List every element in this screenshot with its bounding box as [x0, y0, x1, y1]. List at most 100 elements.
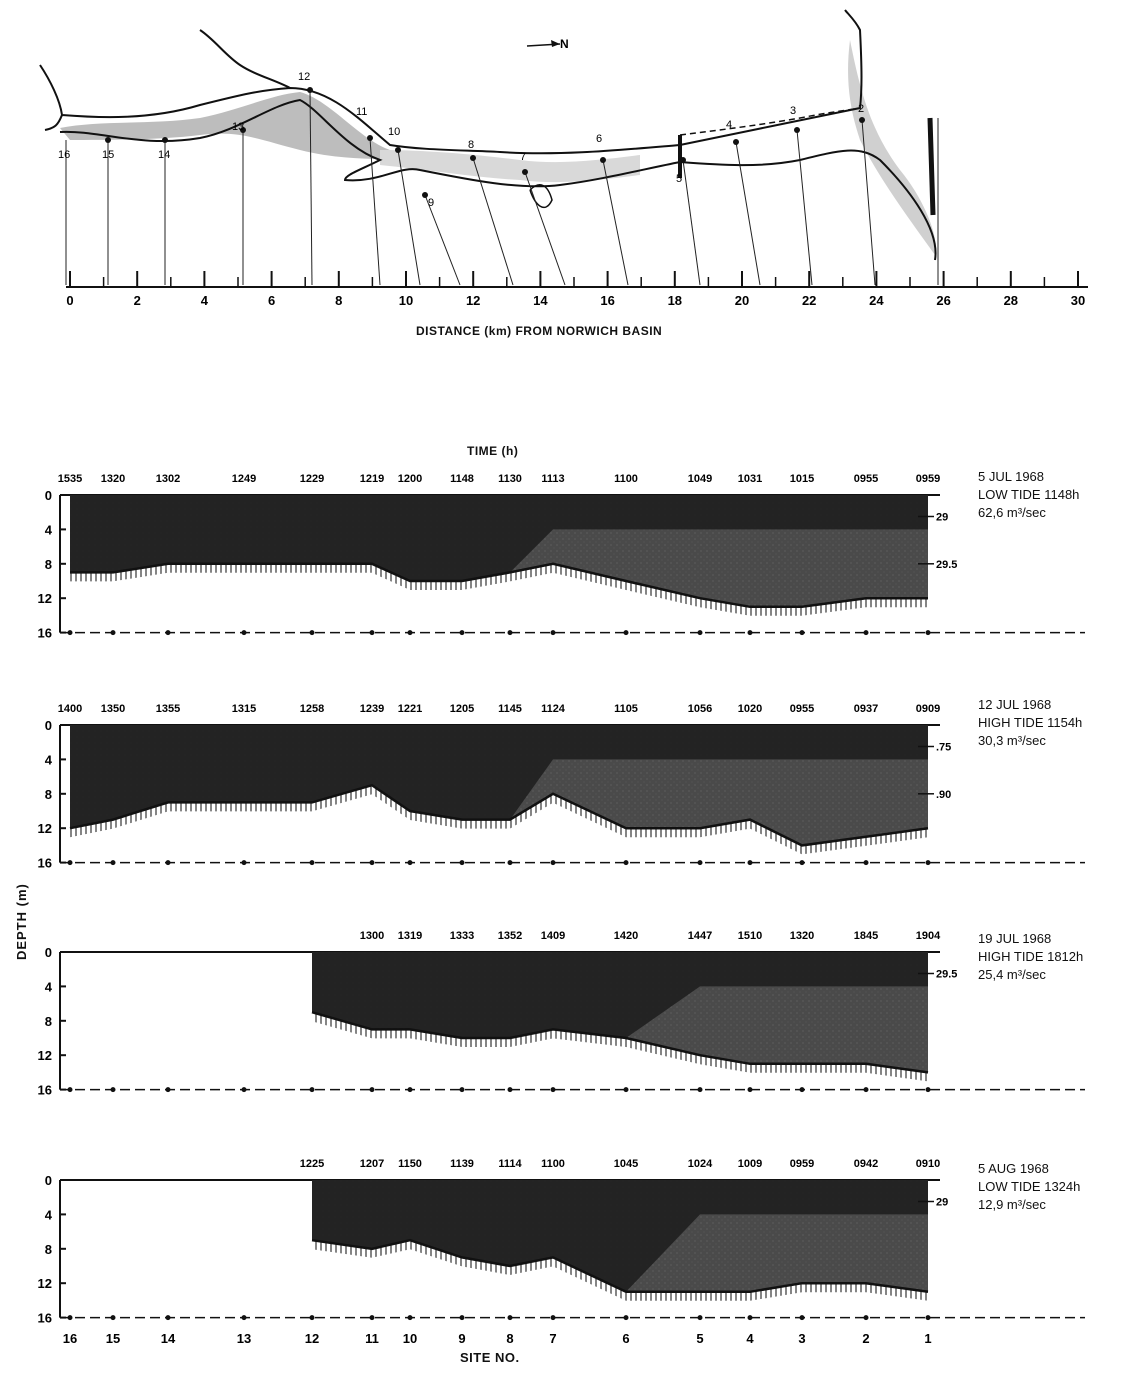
site-station-marker: [165, 630, 171, 636]
panel-2-flow: 30,3 m³/sec: [978, 733, 1046, 748]
station-time-label: 1355: [156, 703, 180, 715]
upper-water-layer: [312, 1180, 928, 1292]
profile-panel-2: 0 4 8 12 16 1400 1350 1355 1315 1258 1239 1221 1205 1…: [38, 703, 1085, 871]
site-station-marker: [799, 1087, 805, 1093]
site-station-marker: [407, 630, 413, 636]
site-number-label: 3: [798, 1331, 805, 1346]
site-station-marker: [165, 1087, 171, 1093]
site-number-label: 1: [924, 1331, 931, 1346]
site-station-marker: [863, 860, 869, 866]
depth-tick-label: 12: [38, 1048, 52, 1063]
distance-tick-label: 20: [735, 293, 749, 308]
station-time-label: 1420: [614, 930, 638, 942]
distance-tick-label: 28: [1004, 293, 1018, 308]
panel-4-info: 5 AUG 1968 LOW TIDE 1324h 12,9 m³/sec: [978, 1160, 1080, 1214]
station-time-label: 0955: [854, 473, 878, 485]
station-time-label: 1015: [790, 473, 814, 485]
site-label: 6: [596, 133, 602, 145]
station-time-label: 1300: [360, 930, 384, 942]
station-time-label: 1225: [300, 1158, 324, 1170]
site-station-marker: [697, 1315, 703, 1321]
site-station-marker: [747, 630, 753, 636]
depth-tick-label: 16: [38, 856, 52, 871]
station-time-label: 1249: [232, 473, 256, 485]
distance-tick-label: 4: [201, 293, 209, 308]
site-number-label: 8: [506, 1331, 513, 1346]
depth-tick-label: 12: [38, 1276, 52, 1291]
depth-tick-label: 4: [45, 1207, 53, 1222]
station-time-label: 1148: [450, 473, 474, 485]
distance-tick-label: 2: [134, 293, 141, 308]
station-time-label: 1113: [541, 473, 564, 485]
profile-panel-3: 0 4 8 12 16 1300 1319 1333 1352 1409 1420 1447 1510 1…: [38, 930, 1085, 1098]
bottom-profile-line: [70, 562, 928, 609]
site-label: 2: [858, 103, 864, 115]
site-station-marker: [697, 1087, 703, 1093]
site-label: 5: [676, 173, 682, 185]
bottom-profile-line: [311, 1238, 929, 1294]
distance-tick-label: 16: [600, 293, 614, 308]
site-station-marker: [309, 630, 315, 636]
site-station-marker: [369, 630, 375, 636]
site-leader-line: [309, 89, 313, 286]
distance-tick-label: 10: [399, 293, 413, 308]
site-station-marker: [110, 860, 116, 866]
station-time-label: 1124: [541, 703, 566, 715]
depth-tick-label: 8: [45, 1242, 52, 1257]
site-number-label: 6: [622, 1331, 629, 1346]
site-labels: 2 3 4 5 6 7 8 9 10 11 12 13 14 15 16: [58, 71, 864, 209]
site-station-marker: [507, 1315, 513, 1321]
site-station-marker: [507, 630, 513, 636]
panel-4-flow: 12,9 m³/sec: [978, 1197, 1046, 1212]
station-time-label: 1100: [614, 473, 638, 485]
station-time-label: 1150: [398, 1158, 422, 1170]
site-station-marker: [925, 1087, 931, 1093]
station-time-label: 1024: [688, 1158, 713, 1170]
site-station-marker: [623, 860, 629, 866]
profile-panel-1: 0 4 8 12 16 1535 1320 1302 1249 1229 1219 1200 1148 1…: [38, 473, 1085, 641]
distance-tick-label: 6: [268, 293, 275, 308]
site-station-marker: [623, 1087, 629, 1093]
station-time-label: 1352: [498, 930, 522, 942]
station-time-label: 1510: [738, 930, 762, 942]
bottom-profile-line: [311, 1010, 929, 1074]
site-leader-line: [861, 119, 876, 286]
station-time-label: 0959: [790, 1158, 814, 1170]
site-station-marker: [747, 1087, 753, 1093]
bottom-hatch: [70, 563, 928, 616]
site-station-marker: [507, 860, 513, 866]
site-station-marker: [110, 630, 116, 636]
site-label: 10: [388, 126, 400, 138]
station-time-label: 1130: [498, 473, 522, 485]
site-label: 13: [232, 121, 244, 133]
site-marker: [600, 157, 606, 163]
site-number-label: 13: [237, 1331, 251, 1346]
site-number-axis: 16 15 14 13 12 11 10 9 8 7 6 5 4 3 2 1: [63, 1331, 932, 1346]
isohaline-label: 29: [936, 1197, 948, 1209]
site-marker: [733, 139, 739, 145]
distance-tick-label: 0: [66, 293, 73, 308]
site-marker: [105, 137, 111, 143]
station-time-label: 1205: [450, 703, 474, 715]
site-label: 12: [298, 71, 310, 83]
site-number-label: 9: [458, 1331, 465, 1346]
station-time-label: 1400: [58, 703, 82, 715]
isohaline-label: 29: [936, 512, 948, 524]
station-time-label: 1020: [738, 703, 762, 715]
site-station-marker: [309, 1315, 315, 1321]
site-station-marker: [67, 1087, 73, 1093]
depth-tick-label: 12: [38, 591, 52, 606]
site-number-label: 16: [63, 1331, 77, 1346]
station-time-label: 1056: [688, 703, 712, 715]
site-station-marker: [407, 860, 413, 866]
depth-tick-label: 12: [38, 821, 52, 836]
site-number-label: 14: [161, 1331, 176, 1346]
station-time-label: 1319: [398, 930, 422, 942]
site-number-label: 15: [106, 1331, 120, 1346]
site-station-marker: [747, 1315, 753, 1321]
station-time-label: 1009: [738, 1158, 762, 1170]
site-label: 4: [726, 119, 732, 131]
station-time-label: 1114: [498, 1158, 522, 1170]
depth-tick-label: 0: [45, 945, 52, 960]
station-time-label: 1320: [790, 930, 814, 942]
